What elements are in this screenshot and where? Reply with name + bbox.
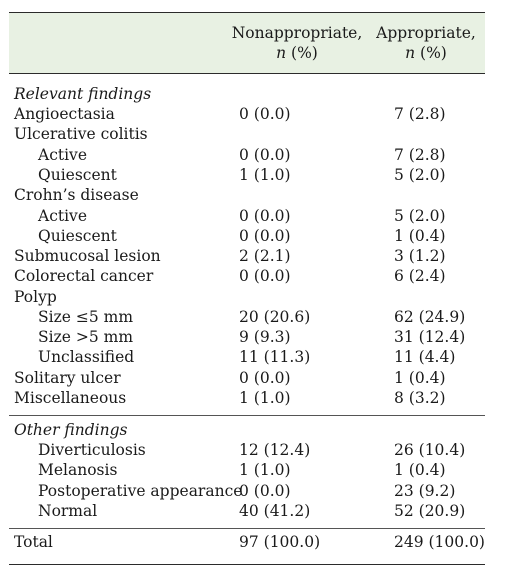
cell-nonappropriate: 1 (1.0) xyxy=(239,389,291,407)
table-header: Nonappropriate, n (%) Appropriate, n (%) xyxy=(9,12,485,74)
col2-header-line1: Appropriate, xyxy=(376,24,476,42)
total-nonappropriate: 97 (100.0) xyxy=(239,533,321,551)
findings-table: Nonappropriate, n (%) Appropriate, n (%)… xyxy=(9,12,485,567)
table-row: Miscellaneous 1 (1.0) 8 (3.2) xyxy=(9,388,485,408)
cell-nonappropriate: 11 (11.3) xyxy=(239,348,311,366)
row-label: Quiescent xyxy=(38,227,117,245)
col-header-nonappropriate: Nonappropriate, n (%) xyxy=(222,23,372,63)
table-row: Size >5 mm 9 (9.3) 31 (12.4) xyxy=(9,327,485,347)
table-row: Diverticulosis 12 (12.4) 26 (10.4) xyxy=(9,440,485,460)
col2-header-line2: n (%) xyxy=(405,44,447,62)
table-row: Solitary ulcer 0 (0.0) 1 (0.4) xyxy=(9,368,485,388)
section-divider xyxy=(9,415,485,416)
row-label: Normal xyxy=(38,502,98,520)
row-label: Miscellaneous xyxy=(14,389,127,407)
cell-appropriate: 6 (2.4) xyxy=(394,267,446,285)
table-row: Ulcerative colitis xyxy=(9,124,485,144)
cell-appropriate: 3 (1.2) xyxy=(394,247,446,265)
cell-appropriate: 7 (2.8) xyxy=(394,105,446,123)
cell-nonappropriate: 9 (9.3) xyxy=(239,328,291,346)
cell-nonappropriate: 0 (0.0) xyxy=(239,267,291,285)
cell-nonappropriate: 2 (2.1) xyxy=(239,247,291,265)
cell-nonappropriate: 0 (0.0) xyxy=(239,369,291,387)
cell-appropriate: 11 (4.4) xyxy=(394,348,456,366)
cell-nonappropriate: 20 (20.6) xyxy=(239,308,311,326)
total-row: Total 97 (100.0) 249 (100.0) xyxy=(9,532,485,552)
cell-nonappropriate: 1 (1.0) xyxy=(239,166,291,184)
table-row: Crohn’s disease xyxy=(9,185,485,205)
row-label: Postoperative appearance xyxy=(38,482,243,500)
cell-nonappropriate: 0 (0.0) xyxy=(239,105,291,123)
table-row: Polyp xyxy=(9,287,485,307)
total-divider xyxy=(9,528,485,529)
cell-appropriate: 7 (2.8) xyxy=(394,146,446,164)
row-label: Submucosal lesion xyxy=(14,247,161,265)
table-row: Melanosis 1 (1.0) 1 (0.4) xyxy=(9,460,485,480)
row-label: Crohn’s disease xyxy=(14,186,139,204)
cell-appropriate: 31 (12.4) xyxy=(394,328,466,346)
row-label: Diverticulosis xyxy=(38,441,146,459)
cell-appropriate: 1 (0.4) xyxy=(394,461,446,479)
row-label: Colorectal cancer xyxy=(14,267,154,285)
cell-appropriate: 23 (9.2) xyxy=(394,482,456,500)
cell-nonappropriate: 0 (0.0) xyxy=(239,207,291,225)
row-label: Active xyxy=(38,207,87,225)
cell-appropriate: 26 (10.4) xyxy=(394,441,466,459)
cell-appropriate: 5 (2.0) xyxy=(394,166,446,184)
table-row: Active 0 (0.0) 7 (2.8) xyxy=(9,145,485,165)
row-label: Size ≤5 mm xyxy=(38,308,134,326)
cell-appropriate: 1 (0.4) xyxy=(394,227,446,245)
row-label: Unclassified xyxy=(38,348,135,366)
row-label: Angioectasia xyxy=(14,105,115,123)
section-title: Other findings xyxy=(14,421,128,439)
total-label: Total xyxy=(14,533,53,551)
section-title-row: Other findings xyxy=(9,420,485,440)
col1-header-line2: n (%) xyxy=(276,44,318,62)
table-row: Quiescent 1 (1.0) 5 (2.0) xyxy=(9,165,485,185)
table-row: Angioectasia 0 (0.0) 7 (2.8) xyxy=(9,104,485,124)
col-header-appropriate: Appropriate, n (%) xyxy=(371,23,481,63)
row-label: Ulcerative colitis xyxy=(14,125,148,143)
table-row: Postoperative appearance 0 (0.0) 23 (9.2… xyxy=(9,481,485,501)
cell-nonappropriate: 0 (0.0) xyxy=(239,482,291,500)
table-row: Active 0 (0.0) 5 (2.0) xyxy=(9,206,485,226)
section-title-row: Relevant findings xyxy=(9,84,485,104)
row-label: Size >5 mm xyxy=(38,328,134,346)
total-appropriate: 249 (100.0) xyxy=(394,533,485,551)
row-label: Melanosis xyxy=(38,461,118,479)
table-row: Submucosal lesion 2 (2.1) 3 (1.2) xyxy=(9,246,485,266)
cell-nonappropriate: 0 (0.0) xyxy=(239,146,291,164)
cell-appropriate: 8 (3.2) xyxy=(394,389,446,407)
row-label: Polyp xyxy=(14,288,57,306)
table-row: Normal 40 (41.2) 52 (20.9) xyxy=(9,501,485,521)
cell-nonappropriate: 12 (12.4) xyxy=(239,441,311,459)
cell-appropriate: 1 (0.4) xyxy=(394,369,446,387)
col1-header-line1: Nonappropriate, xyxy=(231,24,363,42)
cell-nonappropriate: 1 (1.0) xyxy=(239,461,291,479)
cell-appropriate: 52 (20.9) xyxy=(394,502,466,520)
table-row: Unclassified 11 (11.3) 11 (4.4) xyxy=(9,347,485,367)
table-bottom-rule xyxy=(9,564,485,565)
row-label: Active xyxy=(38,146,87,164)
cell-nonappropriate: 40 (41.2) xyxy=(239,502,311,520)
table-row: Quiescent 0 (0.0) 1 (0.4) xyxy=(9,226,485,246)
table-row: Size ≤5 mm 20 (20.6) 62 (24.9) xyxy=(9,307,485,327)
section-title: Relevant findings xyxy=(14,85,152,103)
row-label: Solitary ulcer xyxy=(14,369,121,387)
cell-appropriate: 62 (24.9) xyxy=(394,308,466,326)
row-label: Quiescent xyxy=(38,166,117,184)
table-row: Colorectal cancer 0 (0.0) 6 (2.4) xyxy=(9,266,485,286)
cell-appropriate: 5 (2.0) xyxy=(394,207,446,225)
cell-nonappropriate: 0 (0.0) xyxy=(239,227,291,245)
